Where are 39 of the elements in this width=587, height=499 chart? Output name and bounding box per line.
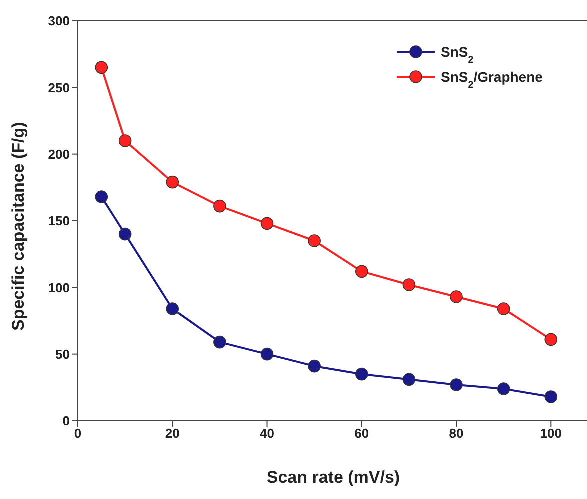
point — [497, 302, 510, 316]
y-tick-label: 250 — [48, 80, 70, 96]
point — [214, 200, 226, 213]
point — [497, 382, 510, 396]
y-axis-title: Specific capacitance (F/g) — [9, 122, 28, 331]
legend-label: SnS$_{2}$ — [441, 44, 474, 66]
point — [166, 176, 180, 189]
point — [355, 368, 368, 381]
point — [95, 190, 108, 204]
x-tick-label: 60 — [354, 426, 370, 442]
y-tick-label: 300 — [48, 14, 70, 29]
point — [402, 373, 416, 386]
x-tick-label: 80 — [449, 426, 464, 442]
y-tick-label: 100 — [48, 280, 70, 296]
y-tick-label: 150 — [48, 214, 70, 229]
point — [260, 217, 274, 230]
point — [118, 134, 132, 148]
y-tick-label: 200 — [48, 146, 70, 162]
y-tick-label: 0 — [62, 414, 70, 429]
x-tick-label: 20 — [165, 426, 180, 442]
point — [166, 302, 180, 316]
point — [260, 348, 274, 361]
point — [95, 61, 108, 74]
legend-label: SnS$_{2}$/Graphene — [441, 69, 544, 90]
point — [355, 265, 368, 278]
point — [308, 360, 321, 373]
point — [402, 278, 416, 292]
point — [214, 336, 226, 349]
point — [118, 228, 132, 241]
x-tick-label: 40 — [260, 426, 274, 442]
point — [450, 378, 463, 392]
y-tick-label: 50 — [56, 346, 70, 362]
x-tick-label: 0 — [74, 426, 82, 442]
point — [544, 333, 558, 346]
x-axis-title: Scan rate (mV/s) — [266, 468, 400, 487]
x-tick-label: 100 — [540, 426, 562, 442]
point — [544, 390, 558, 404]
point — [450, 290, 463, 304]
point — [308, 234, 321, 248]
